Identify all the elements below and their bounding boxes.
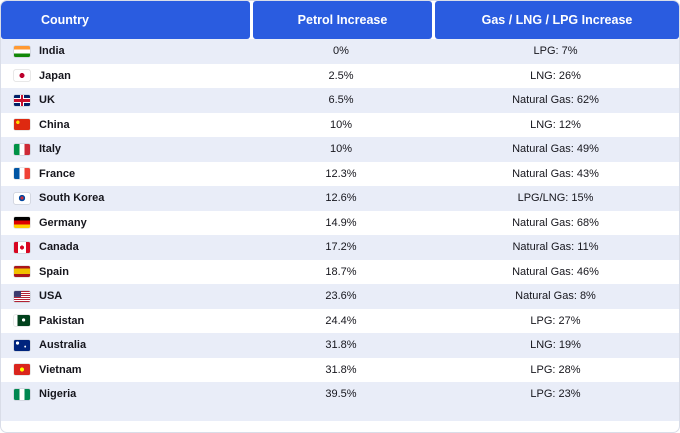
country-name: Nigeria — [39, 388, 77, 401]
petrol-increase-value: 31.8% — [325, 363, 357, 376]
gas-increase-value: LPG: 23% — [530, 388, 581, 401]
column-header-country: Country — [1, 1, 250, 39]
table-row: Germany 14.9% Natural Gas: 68% — [1, 210, 679, 235]
jp-flag-icon — [14, 70, 30, 82]
petrol-increase-value: 39.5% — [325, 388, 357, 401]
pk-flag-icon — [14, 315, 30, 327]
gas-increase-value: Natural Gas: 11% — [512, 241, 599, 254]
cn-flag-icon — [14, 119, 30, 131]
gas-increase-value: LPG: 7% — [533, 45, 578, 58]
country-cell: Canada — [1, 241, 250, 253]
country-name: Germany — [39, 216, 87, 229]
table-row: South Korea 12.6% LPG/LNG: 15% — [1, 186, 679, 211]
ng-flag-icon — [14, 388, 30, 400]
petrol-increase-value: 10% — [329, 143, 353, 156]
petrol-increase-value: 23.6% — [325, 290, 357, 303]
petrol-increase-value: 6.5% — [328, 94, 354, 107]
gas-increase-value: Natural Gas: 8% — [515, 290, 596, 303]
country-name: Italy — [39, 143, 62, 156]
empty-row — [1, 406, 679, 421]
gas-increase-value: LPG: 28% — [530, 363, 581, 376]
table-row: Spain 18.7% Natural Gas: 46% — [1, 259, 679, 284]
country-cell: India — [1, 45, 250, 57]
table-row: Italy 10% Natural Gas: 49% — [1, 137, 679, 162]
gas-increase-value: Natural Gas: 49% — [512, 143, 599, 156]
gas-increase-value: LNG: 19% — [530, 339, 581, 352]
table-row: Japan 2.5% LNG: 26% — [1, 63, 679, 88]
petrol-increase-value: 10% — [329, 118, 353, 131]
it-flag-icon — [14, 143, 30, 155]
gas-increase-value: LNG: 12% — [530, 118, 581, 131]
petrol-increase-value: 12.6% — [325, 192, 357, 205]
table-row: Pakistan 24.4% LPG: 27% — [1, 308, 679, 333]
kr-flag-icon — [14, 192, 30, 204]
country-cell: Italy — [1, 143, 250, 155]
petrol-increase-value: 0% — [333, 45, 349, 58]
gb-flag-icon — [14, 94, 30, 106]
petrol-increase-value: 2.5% — [328, 69, 354, 82]
country-cell: UK — [1, 94, 250, 106]
country-name: UK — [39, 94, 55, 107]
in-flag-icon — [14, 45, 30, 57]
country-cell: USA — [1, 290, 250, 302]
petrol-increase-value: 24.4% — [325, 314, 357, 327]
country-cell: France — [1, 168, 250, 180]
country-name: France — [39, 167, 76, 180]
gas-increase-value: LNG: 26% — [530, 69, 581, 82]
petrol-increase-value: 31.8% — [325, 339, 357, 352]
table-header: Country Petrol Increase Gas / LNG / LPG … — [1, 1, 679, 39]
country-name: Spain — [39, 265, 69, 278]
table-row: Vietnam 31.8% LPG: 28% — [1, 357, 679, 382]
petrol-increase-value: 17.2% — [325, 241, 357, 254]
country-name: Canada — [39, 241, 79, 254]
country-name: Australia — [39, 339, 87, 352]
table-row: USA 23.6% Natural Gas: 8% — [1, 284, 679, 309]
table-row: India 0% LPG: 7% — [1, 39, 679, 64]
petrol-increase-value: 12.3% — [325, 167, 357, 180]
vn-flag-icon — [14, 364, 30, 376]
petrol-increase-value: 18.7% — [325, 265, 357, 278]
table-row: Nigeria 39.5% LPG: 23% — [1, 382, 679, 407]
country-cell: Germany — [1, 217, 250, 229]
gas-increase-value: Natural Gas: 43% — [512, 167, 599, 180]
gas-increase-value: Natural Gas: 68% — [512, 216, 599, 229]
gas-increase-value: Natural Gas: 62% — [512, 94, 599, 107]
country-name: Japan — [39, 69, 71, 82]
table-row: China 10% LNG: 12% — [1, 112, 679, 137]
fr-flag-icon — [14, 168, 30, 180]
table-body: India 0% LPG: 7% Japan 2.5% LNG: 26% UK 6.5% Nat… — [1, 39, 679, 407]
country-cell: Australia — [1, 339, 250, 351]
country-cell: Spain — [1, 266, 250, 278]
table-row: UK 6.5% Natural Gas: 62% — [1, 88, 679, 113]
table-row: Canada 17.2% Natural Gas: 11% — [1, 235, 679, 260]
de-flag-icon — [14, 217, 30, 229]
column-header-petrol-increase: Petrol Increase — [253, 1, 432, 39]
country-cell: Vietnam — [1, 364, 250, 376]
table-row: France 12.3% Natural Gas: 43% — [1, 161, 679, 186]
country-cell: Nigeria — [1, 388, 250, 400]
ca-flag-icon — [14, 241, 30, 253]
country-name: South Korea — [39, 192, 105, 205]
country-cell: Japan — [1, 70, 250, 82]
gas-increase-value: Natural Gas: 46% — [512, 265, 599, 278]
country-name: India — [39, 45, 65, 58]
country-cell: South Korea — [1, 192, 250, 204]
es-flag-icon — [14, 266, 30, 278]
country-name: China — [39, 118, 70, 131]
country-name: USA — [39, 290, 63, 303]
petrol-increase-value: 14.9% — [325, 216, 357, 229]
table-row: Australia 31.8% LNG: 19% — [1, 333, 679, 358]
au-flag-icon — [14, 339, 30, 351]
country-name: Vietnam — [39, 363, 82, 376]
gas-increase-value: LPG/LNG: 15% — [517, 192, 594, 205]
gas-increase-value: LPG: 27% — [530, 314, 581, 327]
country-cell: China — [1, 119, 250, 131]
country-name: Pakistan — [39, 314, 85, 327]
us-flag-icon — [14, 290, 30, 302]
country-cell: Pakistan — [1, 315, 250, 327]
column-header-gas-increase: Gas / LNG / LPG Increase — [435, 1, 679, 39]
